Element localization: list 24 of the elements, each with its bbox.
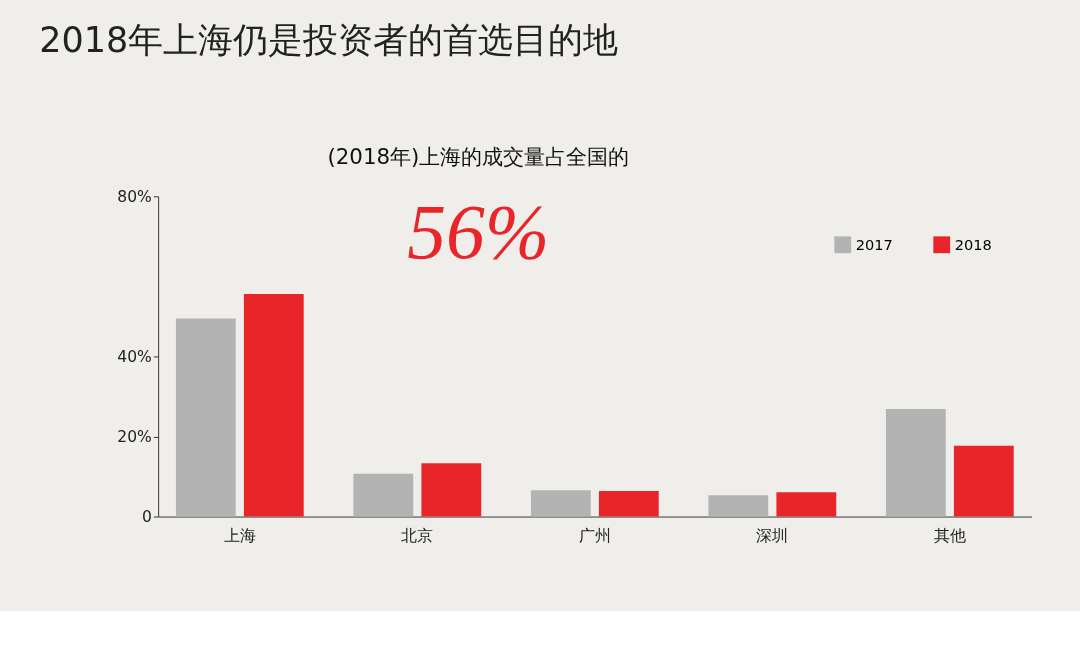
text: (2018年)上海的成交量占全国的 (327, 144, 630, 170)
legend-label: 2017 (855, 235, 893, 253)
bar (421, 463, 482, 517)
y-tick-label: 20% (117, 427, 152, 446)
bar (530, 490, 591, 517)
x-tick-label: 上海 (223, 527, 256, 546)
y-tick-label: 80% (117, 187, 152, 206)
bar (243, 294, 304, 517)
bar (598, 490, 659, 517)
legend-label: 2018 (954, 235, 992, 253)
bar (708, 495, 769, 517)
y-tick-label: 40% (117, 347, 152, 366)
bar (353, 473, 414, 517)
bar (953, 445, 1014, 517)
chart-title: 2018年上海仍是投资者的首选目的地 (39, 19, 619, 60)
x-tick-label: 广州 (578, 527, 611, 546)
x-tick-label: 北京 (401, 527, 434, 546)
y-tick-label: 0 (141, 507, 152, 526)
x-tick-label: 深圳 (756, 527, 789, 546)
bar (885, 408, 946, 517)
bar (776, 492, 837, 517)
annotation: 56% (407, 189, 550, 276)
bar (175, 318, 236, 517)
x-tick-label: 其他 (933, 527, 966, 546)
